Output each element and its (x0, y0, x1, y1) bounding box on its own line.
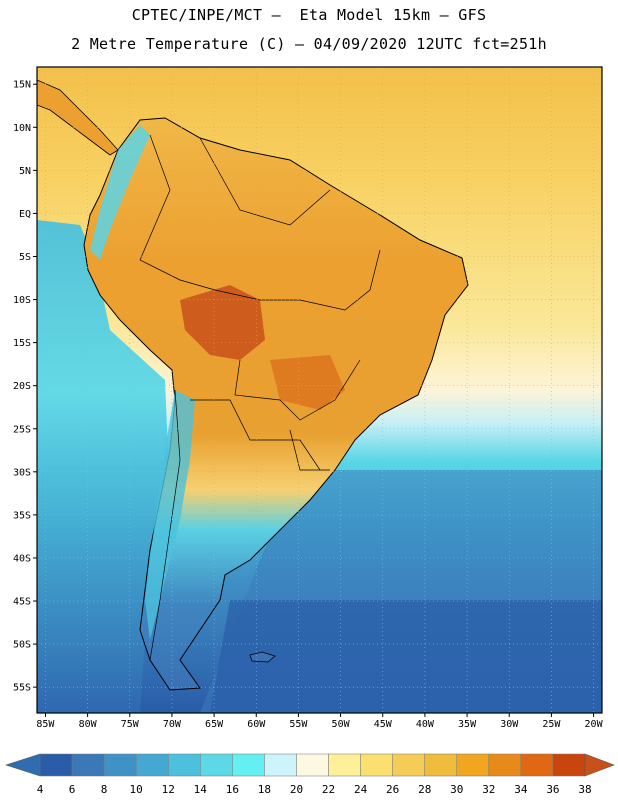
colorbar-swatch (552, 753, 586, 777)
colorbar-label: 26 (386, 783, 399, 796)
lat-tick-label: 5S (19, 252, 31, 263)
colorbar-label: 12 (162, 783, 175, 796)
colorbar-label: 22 (322, 783, 335, 796)
colorbar-label: 18 (258, 783, 271, 796)
colorbar-label: 10 (130, 783, 143, 796)
lon-tick-label: 45W (374, 719, 393, 730)
lat-tick-label: 25S (13, 424, 31, 435)
pacific-cool-water (37, 220, 170, 713)
lon-tick-label: 50W (332, 719, 351, 730)
lat-tick-label: 20S (13, 381, 31, 392)
colorbar-swatch (424, 753, 458, 777)
colorbar-swatch (200, 753, 233, 777)
colorbar-label: 4 (37, 783, 44, 796)
colorbar-label: 14 (194, 783, 208, 796)
longitude-axis: 85W 80W 75W 70W 65W 60W 55W 50W 45W 40W 35W 30W 25W 2… (36, 713, 604, 730)
lat-tick-label: 15N (13, 80, 31, 91)
colorbar-swatch (264, 753, 297, 777)
colorbar-swatch (135, 753, 169, 777)
colorbar-label: 34 (514, 783, 528, 796)
andes-north-cool (90, 125, 150, 260)
colorbar-swatch (520, 753, 554, 777)
latitude-axis: 15N 10N 5N EQ 5S 10S 15S 20S 25S 30S 35S 40S 45S 50S 5… (13, 80, 37, 694)
lon-tick-label: 60W (247, 719, 266, 730)
colorbar-swatch (232, 753, 265, 777)
colorbar-label: 20 (290, 783, 303, 796)
lon-tick-label: 40W (416, 719, 435, 730)
lon-tick-label: 25W (542, 719, 561, 730)
colorbar-label: 36 (546, 783, 559, 796)
lat-tick-label: EQ (19, 209, 31, 220)
colorbar-label: 30 (450, 783, 463, 796)
colorbar-label: 28 (418, 783, 431, 796)
colorbar-label: 38 (578, 783, 591, 796)
colorbar-swatch (360, 753, 393, 777)
hot-spot-bolivia-brazil (180, 285, 265, 360)
colorbar-label: 32 (482, 783, 495, 796)
colorbar-label: 8 (101, 783, 108, 796)
colorbar-swatch (488, 753, 522, 777)
south-america-landmass (83, 117, 469, 691)
lat-tick-label: 15S (13, 338, 31, 349)
lat-tick-label: 50S (13, 640, 31, 651)
colorbar-swatch (39, 753, 73, 777)
lon-tick-label: 75W (121, 719, 140, 730)
colorbar-low-arrow (5, 753, 41, 777)
map-frame (36, 66, 603, 714)
colorbar-swatch (71, 753, 105, 777)
lon-tick-label: 35W (458, 719, 477, 730)
map-title-line-2: 2 Metre Temperature (C) – 04/09/2020 12U… (71, 35, 547, 53)
lon-tick-label: 20W (585, 719, 604, 730)
colorbar-swatch (392, 753, 425, 777)
hot-spot-paraguay (270, 355, 345, 410)
colorbar-label: 24 (354, 783, 368, 796)
lon-tick-label: 30W (500, 719, 519, 730)
lat-tick-label: 40S (13, 553, 31, 564)
southern-ocean-water (210, 600, 602, 713)
central-america (37, 79, 119, 156)
colorbar-swatch (456, 753, 490, 777)
country-borders (139, 134, 381, 661)
temperature-colorbar: 4 6 8 10 12 14 16 18 20 22 24 26 28 30 32 34 36 38 (5, 753, 615, 796)
colorbar-swatch (103, 753, 137, 777)
lat-tick-label: 10N (13, 123, 31, 134)
colorbar-swatch (296, 753, 329, 777)
lat-tick-label: 10S (13, 295, 31, 306)
map-title-line-1: CPTEC/INPE/MCT – Eta Model 15km – GFS (131, 6, 487, 24)
colorbar-label: 6 (69, 783, 76, 796)
lat-tick-label: 55S (13, 683, 31, 694)
lat-tick-label: 35S (13, 510, 31, 521)
lon-tick-label: 80W (79, 719, 98, 730)
colorbar-high-arrow (584, 753, 615, 777)
lat-tick-label: 45S (13, 597, 31, 608)
lon-tick-label: 85W (36, 719, 55, 730)
lon-tick-label: 65W (205, 719, 224, 730)
colorbar-swatch (328, 753, 361, 777)
colorbar-label: 16 (226, 783, 239, 796)
lat-tick-label: 30S (13, 467, 31, 478)
colorbar-swatch (167, 753, 201, 777)
lat-tick-label: 5N (19, 166, 31, 177)
lon-tick-label: 55W (289, 719, 308, 730)
lon-tick-label: 70W (163, 719, 182, 730)
